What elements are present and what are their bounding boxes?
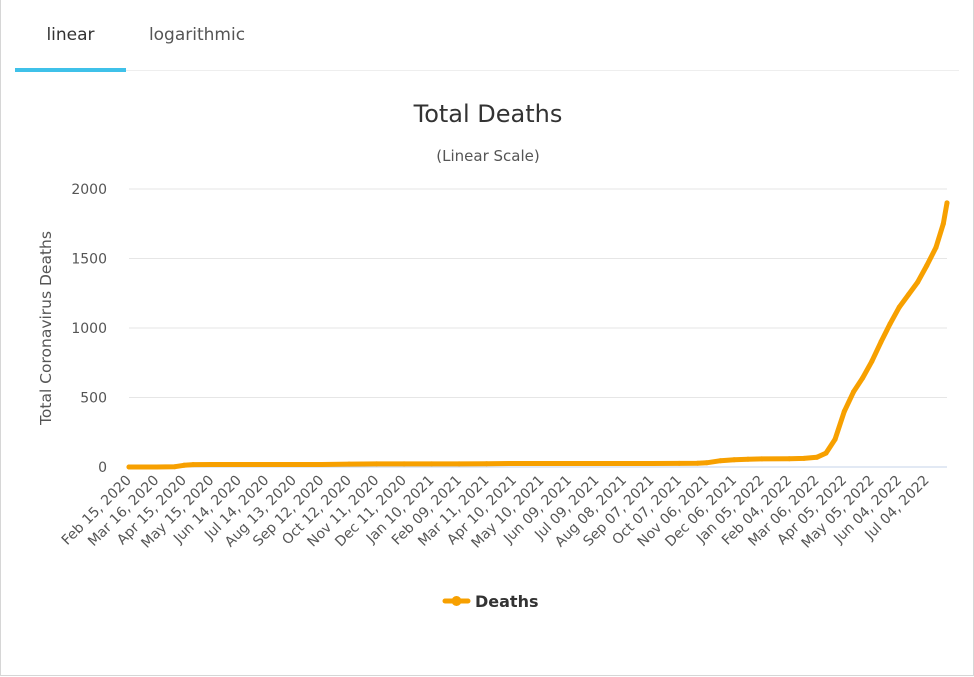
legend-deaths-symbol-marker [451,596,462,606]
data-point [786,456,792,462]
data-point [906,292,911,298]
data-point [896,304,902,310]
legend[interactable]: Deaths [442,592,539,611]
data-point [484,461,490,467]
data-point [401,461,407,467]
data-point [319,462,325,467]
y-tick-label: 1000 [71,321,107,337]
data-point [704,460,710,466]
data-point [566,461,572,466]
data-point [264,462,270,467]
chart-title: Total Deaths [413,100,563,128]
data-point [869,358,875,364]
data-point [126,464,132,470]
data-point [511,461,517,466]
data-point [594,461,600,466]
data-point [539,461,545,466]
data-point [841,408,847,414]
data-point [944,200,950,206]
tab-linear-label: linear [46,25,95,45]
grid-lines [129,188,947,468]
data-point [154,464,159,470]
data-point [924,263,930,268]
y-tick-label: 0 [98,460,107,476]
data-point [374,461,380,467]
data-point [887,321,893,327]
data-point [429,461,435,467]
data-point [676,460,682,466]
tab-logarithmic[interactable]: logarithmic [126,0,268,70]
tab-logarithmic-label: logarithmic [148,25,246,45]
deaths-series-line [126,200,950,470]
chart-subtitle: (Linear Scale) [436,147,539,165]
data-point [291,462,297,467]
data-point [940,221,946,227]
scale-tabs: linear logarithmic [15,0,959,72]
y-axis-ticks: 0 500 1000 1500 2000 [71,182,107,476]
data-point [745,456,751,462]
data-point [236,462,242,467]
data-point [695,460,701,466]
data-point [346,461,352,467]
active-tab-indicator [15,68,126,72]
data-point [814,454,820,460]
data-point [190,462,196,468]
data-point [181,462,187,468]
data-point [209,462,214,467]
y-axis-title: Total Coronavirus Deaths [37,231,55,426]
data-point [801,455,807,461]
data-point [731,457,737,463]
series-deaths[interactable] [126,200,950,470]
data-point [933,244,939,250]
data-point [759,456,765,462]
data-point [860,375,866,381]
data-point [851,389,856,395]
legend-deaths-label: Deaths [475,592,539,611]
data-point [823,450,829,456]
data-point [718,458,723,464]
y-tick-label: 2000 [71,182,107,198]
data-point [832,436,838,442]
y-tick-label: 1500 [71,252,107,268]
y-tick-label: 500 [80,391,107,407]
tab-linear[interactable]: linear [15,0,126,72]
data-point [915,279,921,285]
data-point [878,339,884,345]
data-point [649,461,655,466]
data-point [621,461,627,466]
data-point [172,464,178,470]
data-point [456,461,462,467]
